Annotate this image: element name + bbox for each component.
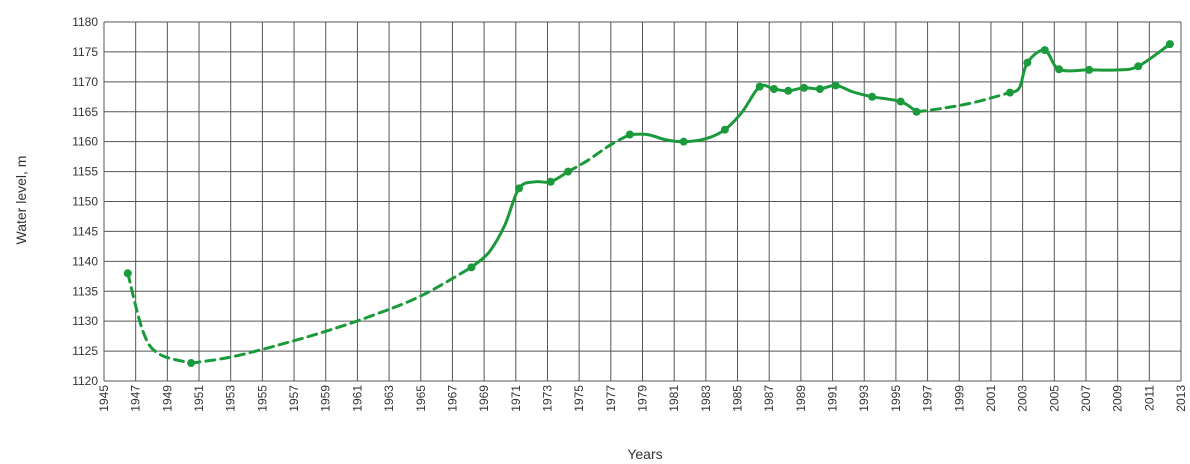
y-tick-label: 1140 xyxy=(72,254,98,268)
data-point xyxy=(769,85,778,94)
x-tick-label: 2007 xyxy=(1079,385,1093,412)
data-point xyxy=(1085,65,1094,74)
data-point xyxy=(564,167,573,176)
data-point xyxy=(896,97,905,106)
data-point xyxy=(1165,40,1174,49)
x-tick-label: 1963 xyxy=(382,385,396,412)
x-tick-label: 1969 xyxy=(477,385,491,412)
y-tick-label: 1130 xyxy=(72,314,98,328)
x-tick-label: 1947 xyxy=(129,385,143,412)
x-tick-label: 1965 xyxy=(414,385,428,412)
y-tick-label: 1170 xyxy=(72,75,98,89)
x-tick-label: 1955 xyxy=(255,385,269,412)
data-point xyxy=(912,107,921,116)
y-tick-label: 1175 xyxy=(72,45,98,59)
y-axis-title: Water level, m xyxy=(13,156,29,245)
data-point xyxy=(1040,46,1049,55)
y-tick-label: 1150 xyxy=(72,195,98,209)
y-tick-label: 1155 xyxy=(72,165,98,179)
x-tick-label: 2009 xyxy=(1111,385,1125,412)
x-tick-label: 1945 xyxy=(97,385,111,412)
x-tick-label: 1983 xyxy=(699,385,713,412)
y-tick-label: 1145 xyxy=(72,224,98,238)
series-segment-dashed xyxy=(915,91,1012,114)
data-point xyxy=(720,125,729,134)
x-tick-label: 1997 xyxy=(921,385,935,412)
x-tick-label: 1985 xyxy=(731,385,745,412)
data-point xyxy=(187,359,196,368)
x-tick-label: 1989 xyxy=(794,385,808,412)
x-tick-label: 2005 xyxy=(1047,385,1061,412)
x-tick-label: 2003 xyxy=(1016,385,1030,412)
data-point xyxy=(1005,88,1014,97)
data-point xyxy=(1023,58,1032,67)
y-tick-label: 1180 xyxy=(72,15,98,29)
y-tick-label: 1165 xyxy=(72,105,98,119)
x-tick-label: 1971 xyxy=(509,385,523,412)
data-markers xyxy=(123,40,1174,368)
grid-lines xyxy=(103,21,1182,382)
data-point xyxy=(514,184,523,193)
x-tick-label: 1959 xyxy=(319,385,333,412)
x-tick-label: 1977 xyxy=(604,385,618,412)
data-point xyxy=(800,83,809,92)
x-tick-label: 1993 xyxy=(857,385,871,412)
data-point xyxy=(815,85,824,94)
x-tick-label: 2001 xyxy=(984,385,998,412)
data-point xyxy=(625,130,634,139)
series-segment-dashed xyxy=(126,271,193,365)
x-tick-label: 1953 xyxy=(224,385,238,412)
x-tick-label: 1999 xyxy=(952,385,966,412)
y-tick-label: 1120 xyxy=(72,374,98,388)
data-point xyxy=(1134,62,1143,71)
y-tick-label: 1160 xyxy=(72,135,98,149)
x-tick-labels: 1945 1947 1949 1951 1953 1955 1957 1959 1961 1963… xyxy=(97,385,1188,412)
data-point xyxy=(868,92,877,101)
y-tick-labels: 1120 1125 1130 1135 1140 1145 1150 1155 1160 1165… xyxy=(72,15,98,388)
x-tick-label: 1981 xyxy=(667,385,681,412)
x-tick-label: 1991 xyxy=(826,385,840,412)
data-point xyxy=(679,137,688,146)
x-tick-label: 1975 xyxy=(572,385,586,412)
data-point xyxy=(467,263,476,272)
y-tick-label: 1135 xyxy=(72,284,98,298)
x-tick-label: 1995 xyxy=(889,385,903,412)
x-tick-label: 1957 xyxy=(287,385,301,412)
data-point xyxy=(1055,65,1064,74)
x-tick-label: 1949 xyxy=(160,385,174,412)
data-point xyxy=(831,81,840,90)
data-point xyxy=(755,82,764,91)
data-point xyxy=(546,177,555,186)
x-tick-label: 1967 xyxy=(445,385,459,412)
x-tick-label: 1961 xyxy=(350,385,364,412)
x-tick-label: 1951 xyxy=(192,385,206,412)
x-axis-title: Years xyxy=(627,446,662,462)
data-point xyxy=(784,86,793,95)
y-tick-label: 1125 xyxy=(72,344,98,358)
data-point xyxy=(123,269,132,278)
x-tick-label: 1979 xyxy=(636,385,650,412)
series-segment-dashed xyxy=(566,133,632,174)
x-tick-label: 2011 xyxy=(1142,385,1156,411)
x-tick-label: 2013 xyxy=(1174,385,1188,412)
x-tick-label: 1973 xyxy=(540,385,554,412)
series-segment-dashed xyxy=(189,265,473,365)
x-tick-label: 1987 xyxy=(762,385,776,412)
